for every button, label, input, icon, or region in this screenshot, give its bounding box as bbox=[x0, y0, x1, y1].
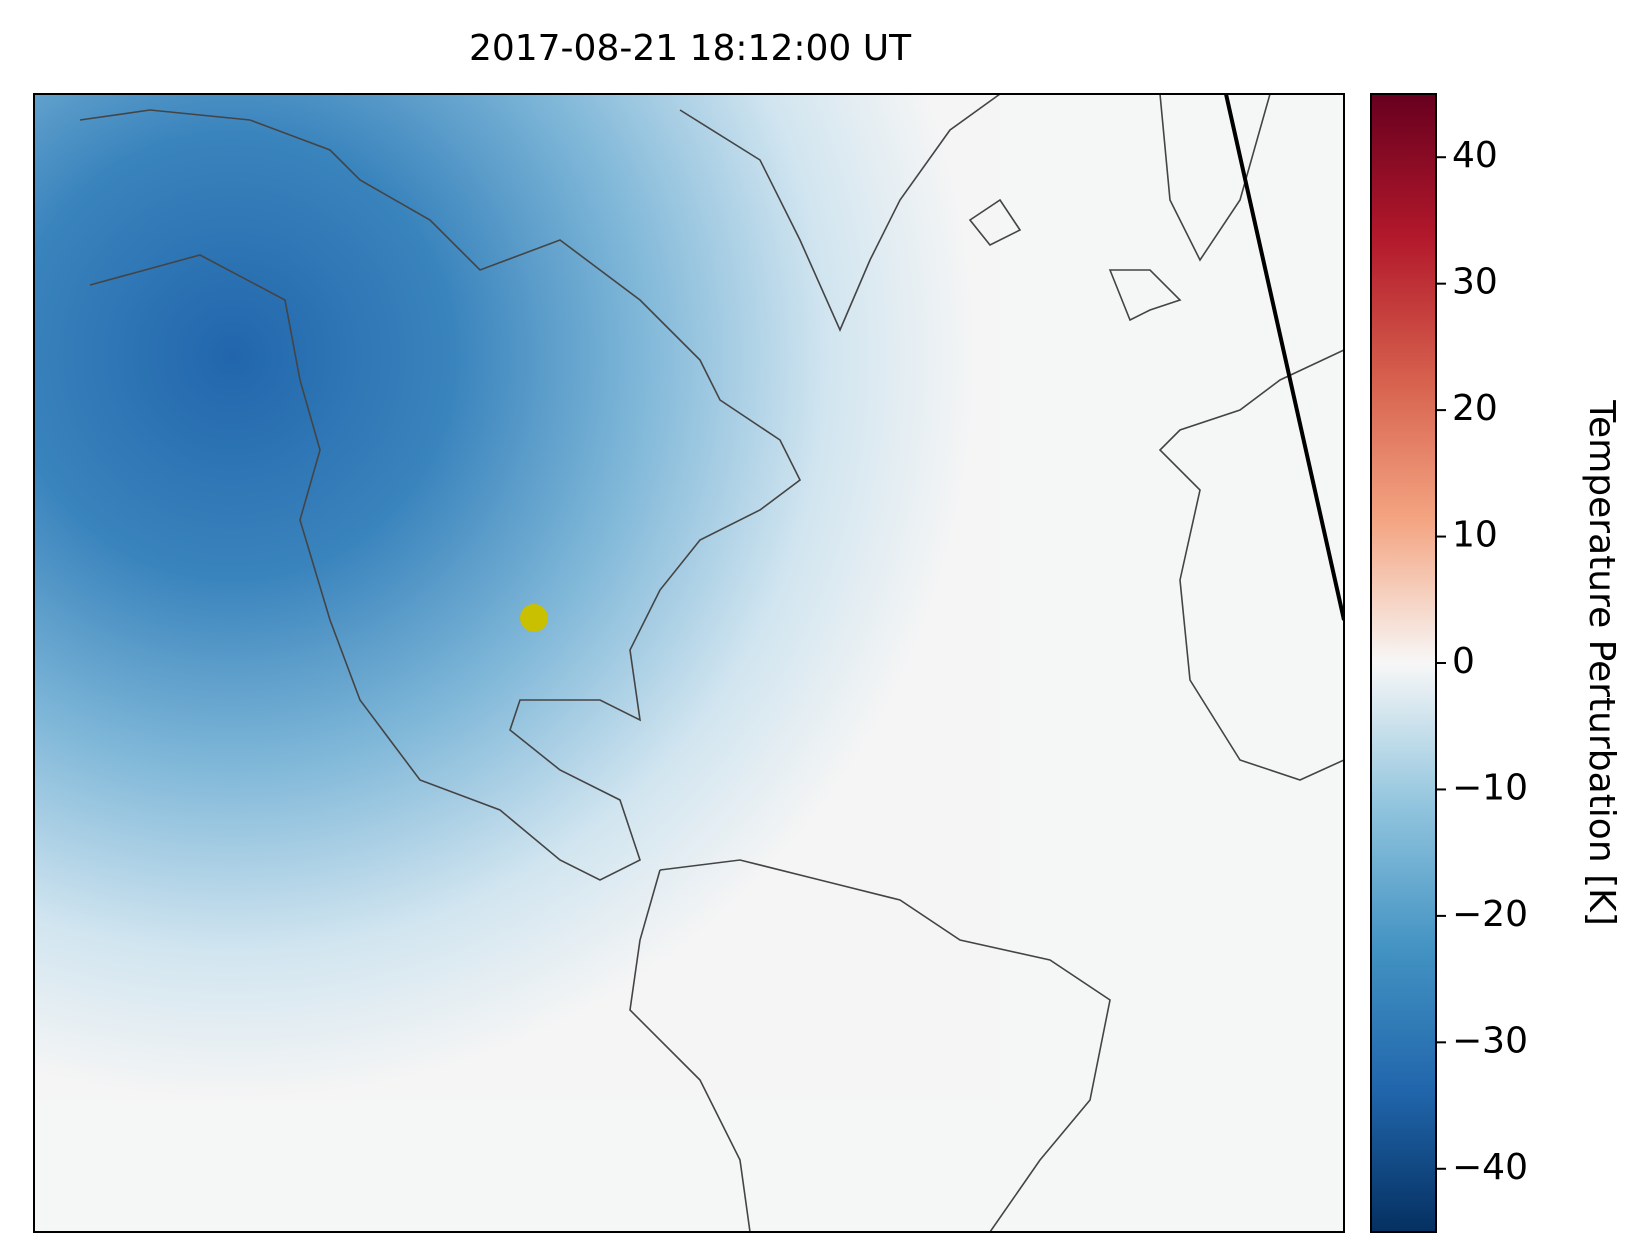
coastline bbox=[679, 94, 1001, 332]
colorbar-tick-label: 40 bbox=[1452, 135, 1498, 176]
colorbar-tick-label: 0 bbox=[1452, 641, 1475, 682]
colorbar-tick-label: −20 bbox=[1452, 894, 1528, 935]
map bbox=[34, 94, 1344, 1232]
map-frame bbox=[33, 93, 1345, 1233]
colorbar-tick-label: 30 bbox=[1452, 262, 1498, 303]
colorbar-label: Temperature Perturbation [K] bbox=[1581, 399, 1622, 926]
colorbar bbox=[1370, 93, 1437, 1233]
perturbation-field bbox=[34, 94, 1000, 1100]
terminator bbox=[1224, 94, 1344, 621]
colorbar-tick-label: 10 bbox=[1452, 515, 1498, 556]
coastline bbox=[629, 859, 1111, 1232]
colorbar-tick-label: −10 bbox=[1452, 767, 1528, 808]
colorbar-tick-label: −40 bbox=[1452, 1147, 1528, 1188]
coastline bbox=[79, 109, 802, 881]
coastline bbox=[1158, 94, 1344, 781]
map-title: 2017-08-21 18:12:00 UT bbox=[469, 28, 912, 69]
colorbar-tick-label: −30 bbox=[1452, 1020, 1528, 1061]
colorbar-tick-label: 20 bbox=[1452, 388, 1498, 429]
coastline bbox=[968, 198, 1182, 322]
observer-point bbox=[520, 604, 548, 632]
